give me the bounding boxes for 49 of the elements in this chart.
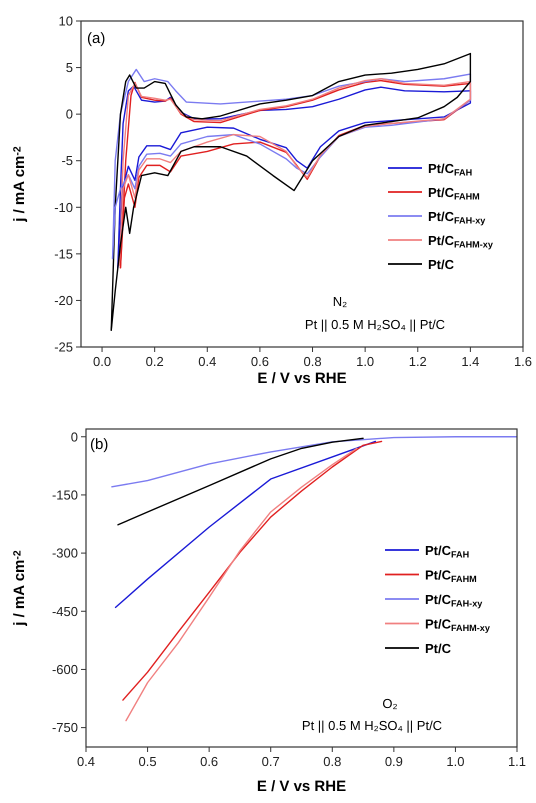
annotation: (b) (90, 436, 108, 453)
y-tick-label: 10 (58, 14, 73, 28)
legend-label: Pt/C (425, 641, 452, 656)
x-tick-label: 0.0 (93, 354, 112, 369)
x-tick-label: 0.6 (200, 754, 218, 769)
x-tick-label: 0.4 (76, 754, 96, 769)
legend-label: Pt/C$_{FAH-xy}$ (425, 592, 484, 609)
y-tick-label: -15 (54, 246, 73, 262)
x-axis-title: E / V vs RHE (257, 370, 347, 387)
legend-label: Pt/C (428, 257, 455, 272)
annotation: (a) (87, 30, 106, 47)
y-tick-label: -5 (61, 153, 73, 168)
x-tick-label: 0.4 (198, 354, 216, 369)
x-tick-label: 1.0 (356, 354, 374, 369)
y-tick-label: -750 (52, 720, 78, 736)
x-tick-label: 0.5 (138, 754, 157, 769)
y-tick-label: -10 (54, 200, 73, 215)
legend-label: Pt/C$_{FAH}$ (428, 161, 472, 178)
annotation: O₂ (382, 696, 398, 711)
legend-label: Pt/C$_{FAHM}$ (425, 568, 477, 584)
x-tick-label: 1.6 (514, 354, 532, 369)
y-tick-label: -25 (54, 340, 73, 354)
x-tick-label: 0.7 (262, 754, 280, 769)
annotation: Pt || 0.5 M H₂SO₄ || Pt/C (302, 718, 442, 733)
y-tick-label: 0 (66, 106, 73, 122)
y-tick-label: -20 (54, 292, 73, 308)
x-tick-label: 0.2 (146, 354, 164, 369)
x-tick-label: 1.4 (461, 354, 480, 369)
legend-label: Pt/C$_{FAHM-xy}$ (428, 233, 494, 250)
x-axis-title: E / V vs RHE (256, 778, 346, 795)
legend-label: Pt/C$_{FAH}$ (425, 543, 470, 560)
x-tick-label: 0.9 (384, 754, 403, 769)
x-tick-label: 1.2 (408, 354, 427, 369)
legend-label: Pt/C$_{FAHM}$ (428, 185, 480, 202)
x-tick-label: 1.0 (446, 754, 464, 769)
legend-label: Pt/C$_{FAHM-xy}$ (425, 616, 491, 634)
legend-label: Pt/C$_{FAH-xy}$ (428, 209, 486, 226)
y-tick-label: 0 (70, 429, 78, 444)
annotation: N₂ (332, 294, 348, 309)
y-tick-label: -450 (52, 604, 78, 619)
y-tick-label: 5 (66, 60, 73, 76)
x-tick-label: 0.6 (250, 354, 269, 369)
annotation: Pt || 0.5 M H₂SO₄ || Pt/C (304, 317, 446, 332)
x-tick-label: 0.8 (323, 754, 342, 769)
y-tick-label: -150 (52, 487, 78, 502)
x-tick-label: 1.1 (508, 754, 526, 769)
y-tick-label: -600 (52, 662, 78, 677)
x-tick-label: 0.8 (303, 354, 322, 369)
y-tick-label: -300 (52, 546, 78, 561)
